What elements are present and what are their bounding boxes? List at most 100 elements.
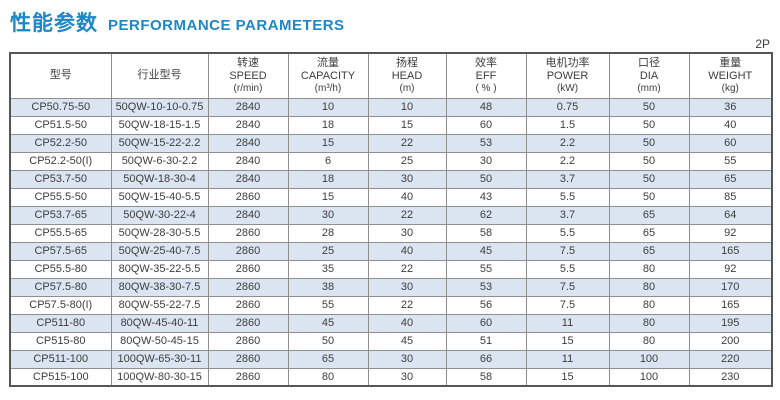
table-cell: 50	[608, 97, 690, 117]
table-cell: 2840	[207, 169, 289, 189]
table-cell: 11	[525, 349, 610, 369]
table-cell: CP515-100	[9, 367, 112, 387]
column-header-line: 口径	[638, 56, 660, 69]
table-cell: 15	[525, 331, 610, 351]
table-cell: 25	[367, 151, 447, 171]
table-row: CP57.5-80 80QW-38-30-7.5 2860 38 30 53 7.5 80 17…	[9, 277, 773, 297]
table-cell: CP50.75-50	[9, 97, 112, 117]
column-header-line: 效率	[475, 56, 497, 69]
table-cell: 30	[367, 367, 447, 387]
table-cell: 53	[445, 133, 527, 153]
table-cell: 18	[287, 169, 369, 189]
table-cell: 200	[688, 331, 773, 351]
table-cell: 15	[525, 367, 610, 387]
table-cell: 38	[287, 277, 369, 297]
column-header-line: SPEED	[229, 69, 267, 82]
table-cell: 35	[287, 259, 369, 279]
table-cell: 50QW-10-10-0.75	[110, 97, 209, 117]
table-cell: 56	[445, 295, 527, 315]
table-cell: 50	[608, 133, 690, 153]
table-cell: 30	[367, 349, 447, 369]
table-cell: 0.75	[525, 97, 610, 117]
table-cell: 22	[367, 205, 447, 225]
table-cell: 100QW-65-30-11	[110, 349, 209, 369]
table-cell: 50	[608, 115, 690, 135]
table-cell: 40	[367, 241, 447, 261]
table-cell: 25	[287, 241, 369, 261]
table-cell: 64	[688, 205, 773, 225]
column-header: 转速 SPEED (r/min)	[207, 52, 289, 99]
table-cell: CP511-80	[9, 313, 112, 333]
table-cell: 2860	[207, 277, 289, 297]
column-header-line: WEIGHT	[708, 69, 753, 82]
table-cell: 100	[608, 349, 690, 369]
table-cell: 80	[608, 259, 690, 279]
table-row: CP53.7-65 50QW-30-22-4 2840 30 22 62 3.7 65 64	[9, 205, 773, 225]
table-cell: 50	[287, 331, 369, 351]
table-cell: 30	[367, 277, 447, 297]
table-header: 型号 行业型号 转速 SPEED (r/min) 流量 CAPACITY (m³/h) 扬程 HE…	[9, 52, 773, 99]
table-row: CP55.5-50 50QW-15-40-5.5 2860 15 40 43 5.5 50 85	[9, 187, 773, 207]
table-cell: 22	[367, 259, 447, 279]
table-cell: CP511-100	[9, 349, 112, 369]
table-cell: 50	[445, 169, 527, 189]
column-header-line: (kW)	[556, 82, 579, 94]
table-cell: 50QW-30-22-4	[110, 205, 209, 225]
table-cell: 15	[287, 187, 369, 207]
table-cell: 65	[287, 349, 369, 369]
table-cell: 30	[445, 151, 527, 171]
table-cell: 92	[688, 259, 773, 279]
table-cell: 1.5	[525, 115, 610, 135]
table-cell: 43	[445, 187, 527, 207]
column-header-line: POWER	[546, 69, 589, 82]
table-cell: 65	[608, 205, 690, 225]
table-cell: 55	[688, 151, 773, 171]
table-cell: 50QW-18-30-4	[110, 169, 209, 189]
table-cell: 80	[608, 313, 690, 333]
table-cell: 50QW-28-30-5.5	[110, 223, 209, 243]
column-header-line: ( % )	[475, 82, 497, 94]
table-cell: 165	[688, 295, 773, 315]
column-header: 型号	[9, 52, 112, 99]
table-cell: 30	[287, 205, 369, 225]
table-cell: CP57.5-65	[9, 241, 112, 261]
table-cell: 2860	[207, 187, 289, 207]
column-header-line: EFF	[475, 69, 497, 82]
table-cell: 62	[445, 205, 527, 225]
table-cell: 50	[608, 187, 690, 207]
table-cell: 40	[688, 115, 773, 135]
table-cell: 30	[367, 223, 447, 243]
table-row: CP511-80 80QW-45-40-11 2860 45 40 60 11 80 195	[9, 313, 773, 333]
table-cell: 80QW-35-22-5.5	[110, 259, 209, 279]
table-cell: 58	[445, 367, 527, 387]
table-cell: 80	[608, 295, 690, 315]
table-cell: 60	[445, 313, 527, 333]
table-cell: 85	[688, 187, 773, 207]
table-cell: 2840	[207, 133, 289, 153]
table-cell: 65	[688, 169, 773, 189]
table-cell: 170	[688, 277, 773, 297]
table-cell: 10	[367, 97, 447, 117]
table-cell: 65	[608, 241, 690, 261]
table-cell: 80	[287, 367, 369, 387]
table-cell: 50	[608, 169, 690, 189]
table-cell: 80QW-45-40-11	[110, 313, 209, 333]
page-title: 性能参数 PERFORMANCE PARAMETERS	[0, 0, 780, 37]
table-cell: CP55.5-80	[9, 259, 112, 279]
column-header: 电机功率 POWER (kW)	[525, 52, 610, 99]
table-cell: 50QW-25-40-7.5	[110, 241, 209, 261]
table-cell: CP51.5-50	[9, 115, 112, 135]
table-cell: 55	[287, 295, 369, 315]
table-cell: 80QW-55-22-7.5	[110, 295, 209, 315]
table-cell: 45	[445, 241, 527, 261]
table-cell: 7.5	[525, 277, 610, 297]
table-cell: 6	[287, 151, 369, 171]
table-cell: 10	[287, 97, 369, 117]
table-cell: 2860	[207, 223, 289, 243]
table-cell: 65	[608, 223, 690, 243]
table-cell: CP55.5-65	[9, 223, 112, 243]
table-cell: 92	[688, 223, 773, 243]
table-cell: 60	[688, 133, 773, 153]
table-cell: 15	[367, 115, 447, 135]
table-cell: 2860	[207, 331, 289, 351]
